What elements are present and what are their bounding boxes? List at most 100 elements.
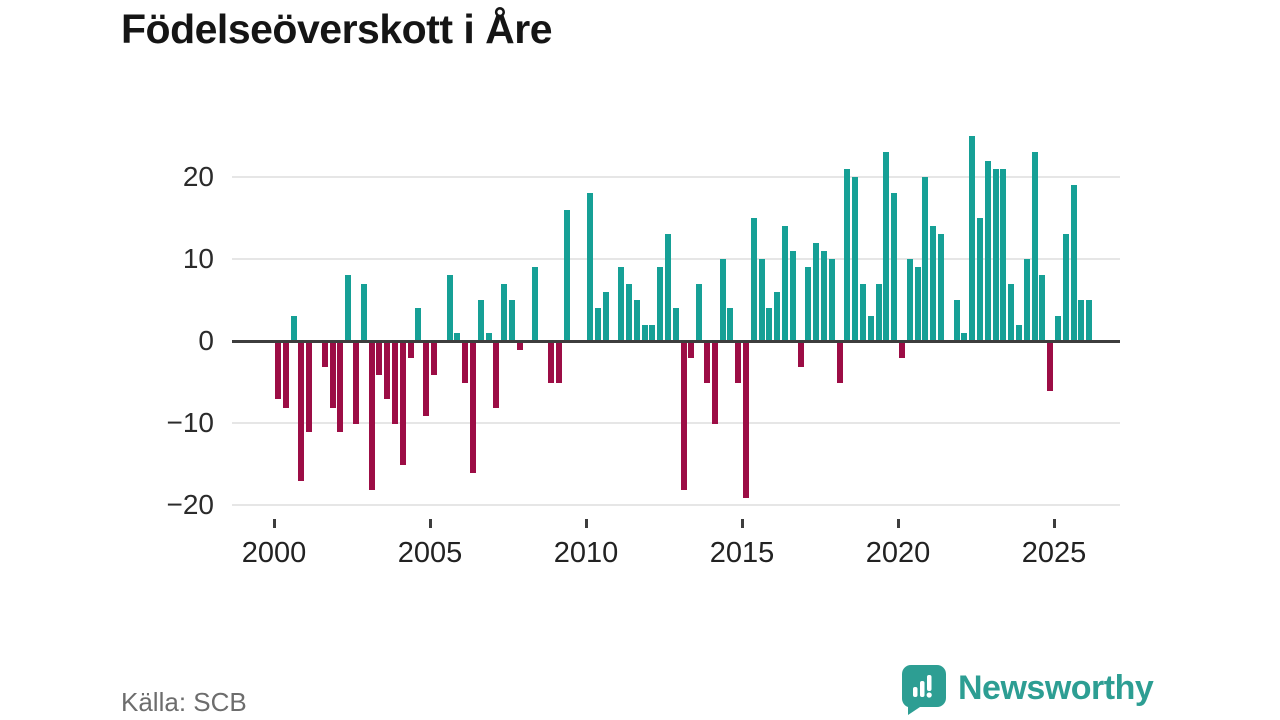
bar-negative [898, 342, 905, 359]
bar-positive [625, 283, 632, 341]
bar-negative [688, 342, 695, 359]
gridline-y10 [232, 258, 1120, 260]
bar-positive [1070, 185, 1077, 341]
bar-negative [555, 342, 562, 383]
bar-negative [368, 342, 375, 490]
bar-negative [680, 342, 687, 490]
bar-negative [469, 342, 476, 474]
bar-positive [415, 308, 422, 341]
y-axis-tick-label: −20 [166, 489, 215, 520]
bar-positive [976, 218, 983, 341]
y-axis-tick-label: −10 [166, 407, 215, 438]
bar-positive [1054, 316, 1061, 341]
bar-positive [867, 316, 874, 341]
bar-positive [914, 267, 921, 341]
bar-negative [797, 342, 804, 367]
bar-negative [352, 342, 359, 424]
x-axis-tick-label: 2025 [1021, 537, 1087, 569]
bar-positive [602, 291, 609, 341]
bar-negative [711, 342, 718, 424]
bar-positive [891, 193, 898, 341]
bar-positive [906, 259, 913, 341]
bar-positive [1039, 275, 1046, 341]
bar-negative [399, 342, 406, 465]
bar-positive [875, 283, 882, 341]
x-axis-tick-mark [896, 519, 900, 528]
bar-positive [501, 283, 508, 341]
bar-positive [672, 308, 679, 341]
chart-title: Födelseöverskott i Åre [121, 6, 553, 52]
bar-negative [376, 342, 383, 375]
bar-positive [828, 259, 835, 341]
newsworthy-icon [902, 665, 946, 715]
bar-positive [345, 275, 352, 341]
x-axis-tick-mark [428, 519, 432, 528]
y-axis-tick-label: 0 [198, 325, 214, 356]
bar-negative [735, 342, 742, 383]
bar-positive [969, 136, 976, 341]
bar-positive [290, 316, 297, 341]
gridline-y-20 [232, 504, 1120, 506]
x-axis-tick-mark [740, 519, 744, 528]
bar-positive [781, 226, 788, 341]
x-axis-tick-mark [584, 519, 588, 528]
bar-negative [742, 342, 749, 498]
bar-positive [446, 275, 453, 341]
bar-positive [594, 308, 601, 341]
bar-positive [618, 267, 625, 341]
bar-positive [992, 168, 999, 341]
bar-positive [1086, 300, 1093, 341]
source-label: Källa: SCB [121, 687, 247, 717]
bar-negative [274, 342, 281, 400]
gridline-y20 [232, 176, 1120, 178]
bar-positive [852, 177, 859, 341]
bar-negative [547, 342, 554, 383]
bar-positive [1008, 283, 1015, 341]
y-axis-tick-label: 20 [182, 161, 214, 192]
bar-negative [407, 342, 414, 359]
bar-positive [750, 218, 757, 341]
bar-negative [1047, 342, 1054, 392]
bar-negative [493, 342, 500, 408]
bar-positive [937, 234, 944, 341]
bar-positive [766, 308, 773, 341]
bar-positive [961, 332, 968, 341]
newsworthy-wordmark: Newsworthy [958, 668, 1154, 707]
bar-positive [984, 160, 991, 341]
bar-negative [306, 342, 313, 433]
bar-positive [719, 259, 726, 341]
bar-positive [360, 283, 367, 341]
bar-positive [1015, 324, 1022, 341]
bar-positive [758, 259, 765, 341]
zero-axis-line [232, 340, 1120, 343]
bar-negative [703, 342, 710, 383]
bar-positive [859, 283, 866, 341]
x-axis-tick-mark [272, 519, 276, 528]
bar-positive [813, 242, 820, 341]
bar-negative [391, 342, 398, 424]
bar-negative [423, 342, 430, 416]
bar-positive [1078, 300, 1085, 341]
bar-positive [789, 250, 796, 341]
bar-negative [337, 342, 344, 433]
bar-negative [329, 342, 336, 408]
bar-positive [930, 226, 937, 341]
bar-negative [430, 342, 437, 375]
bar-positive [1023, 259, 1030, 341]
bar-positive [727, 308, 734, 341]
bar-negative [282, 342, 289, 408]
bar-positive [649, 324, 656, 341]
bar-negative [384, 342, 391, 400]
bar-positive [696, 283, 703, 341]
bar-positive [953, 300, 960, 341]
bar-positive [633, 300, 640, 341]
bar-negative [516, 342, 523, 351]
bar-positive [805, 267, 812, 341]
bar-negative [836, 342, 843, 383]
bar-positive [1000, 168, 1007, 341]
x-axis-tick-label: 2005 [397, 537, 463, 569]
bar-positive [657, 267, 664, 341]
bar-negative [298, 342, 305, 482]
